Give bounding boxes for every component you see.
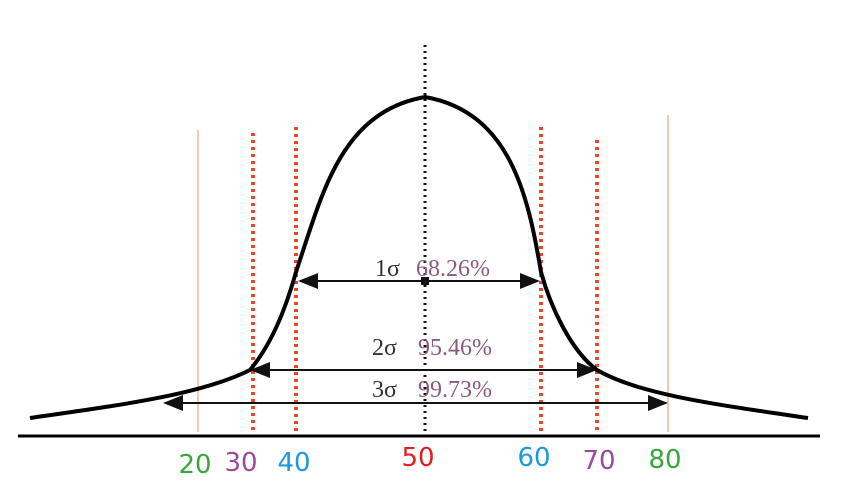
axis-label: 80 [648,445,681,475]
sigma-label: 2σ [372,335,397,361]
axis-label: 70 [582,446,615,476]
axis-label: 50 [401,443,434,473]
sigma-label: 3σ [372,377,397,403]
sigma-label: 1σ [375,256,400,282]
percent-label: 99.73% [418,377,492,403]
percent-label: 95.46% [418,335,492,361]
axis-label: 30 [224,448,257,478]
center-dot [421,277,429,285]
percent-label: 68.26% [416,256,490,282]
sigma-lines [251,127,599,432]
axis-label: 20 [178,450,211,480]
bell-curve [29,94,809,420]
interval-arrows [163,273,668,411]
axis-label: 40 [277,448,310,478]
axis-label: 60 [517,443,550,473]
